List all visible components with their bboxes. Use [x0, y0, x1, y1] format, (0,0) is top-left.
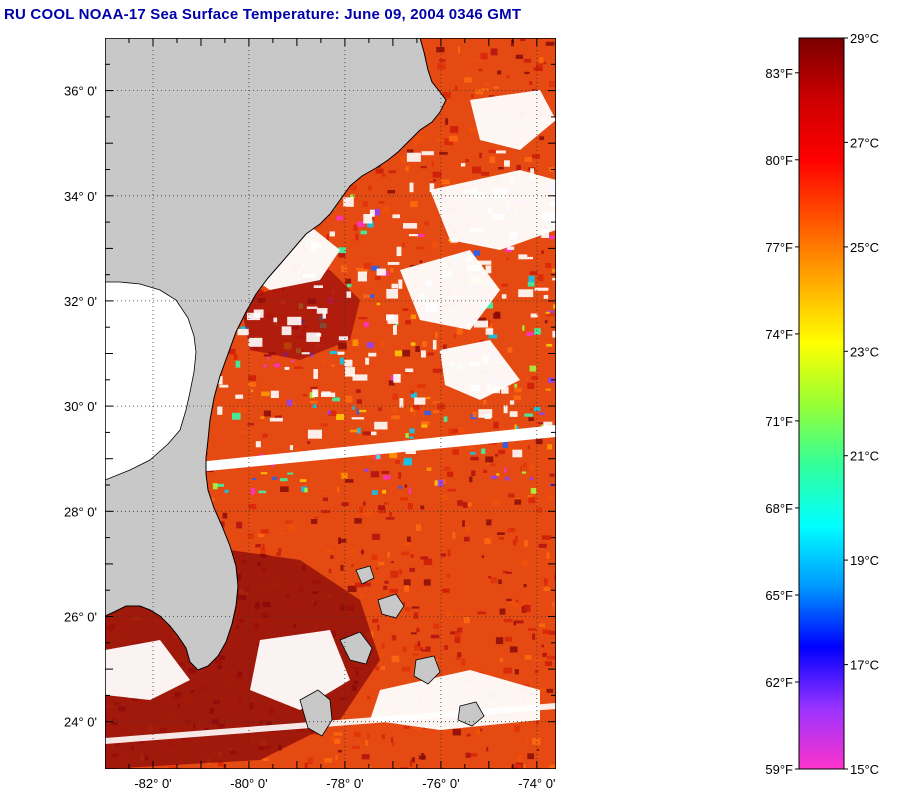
fahrenheit-label: 59°F: [765, 762, 793, 777]
lat-label: 24° 0': [64, 715, 97, 730]
celsius-label: 27°C: [850, 135, 879, 150]
celsius-label: 21°C: [850, 449, 879, 464]
lon-label: -80° 0': [230, 776, 267, 791]
celsius-label: 23°C: [850, 344, 879, 359]
celsius-label: 17°C: [850, 658, 879, 673]
lat-label: 28° 0': [64, 504, 97, 519]
map-panel[interactable]: [105, 38, 564, 774]
celsius-label: 15°C: [850, 762, 879, 777]
fahrenheit-label: 71°F: [765, 414, 793, 429]
lat-label: 32° 0': [64, 294, 97, 309]
celsius-label: 25°C: [850, 240, 879, 255]
fahrenheit-label: 68°F: [765, 501, 793, 516]
lon-label: -82° 0': [134, 776, 171, 791]
colorbar-labels: 29°C 27°C 25°C 23°C 21°C 19°C 17°C 15°C 83°F 80°F…: [765, 31, 879, 777]
fahrenheit-label: 62°F: [765, 675, 793, 690]
map-title: RU COOL NOAA-17 Sea Surface Temperature:…: [4, 6, 522, 23]
swath-gap: [198, 425, 556, 472]
celsius-label: 29°C: [850, 31, 879, 46]
cloud-mask: [105, 90, 556, 730]
fahrenheit-label: 80°F: [765, 153, 793, 168]
bahamas-islands: [299, 565, 485, 737]
lat-label: 36° 0': [64, 84, 97, 99]
map-axes: 36° 0' 34° 0' 32° 0' 30° 0' 28° 0' 26° 0' 24° …: [64, 38, 556, 791]
fahrenheit-label: 65°F: [765, 588, 793, 603]
fahrenheit-label: 83°F: [765, 66, 793, 81]
colorbar: 29°C 27°C 25°C 23°C 21°C 19°C 17°C 15°C 83°F 80°F…: [765, 31, 879, 777]
land-mainland: [105, 38, 447, 671]
lon-label: -74° 0': [518, 776, 555, 791]
lat-label: 34° 0': [64, 189, 97, 204]
lon-label: -78° 0': [326, 776, 363, 791]
celsius-label: 19°C: [850, 553, 879, 568]
land-florida-gulf-coast: [105, 281, 197, 481]
fahrenheit-label: 77°F: [765, 240, 793, 255]
lat-label: 30° 0': [64, 399, 97, 414]
lat-label: 26° 0': [64, 610, 97, 625]
fahrenheit-label: 74°F: [765, 327, 793, 342]
lon-label: -76° 0': [422, 776, 459, 791]
colorbar-scale: [798, 37, 845, 770]
swath-gap-south: [105, 703, 556, 744]
